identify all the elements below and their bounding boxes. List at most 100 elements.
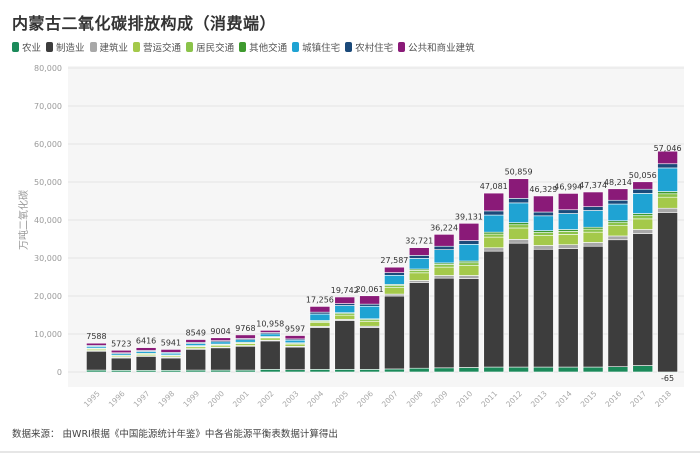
bar-segment[interactable] (582, 366, 604, 373)
bar-segment[interactable] (259, 369, 281, 373)
bar-segment[interactable] (408, 258, 430, 270)
bar-segment[interactable] (557, 366, 579, 373)
bar-segment[interactable] (607, 203, 629, 222)
bar-segment[interactable] (557, 244, 579, 249)
bar-segment[interactable] (483, 210, 505, 216)
bar-segment[interactable] (309, 327, 331, 370)
bar-segment[interactable] (533, 232, 554, 236)
bar-segment[interactable] (582, 245, 604, 368)
bar-segment[interactable] (384, 368, 405, 373)
bar-segment[interactable] (657, 212, 678, 373)
bar-segment[interactable] (607, 225, 629, 237)
bar-segment[interactable] (359, 295, 380, 305)
bar-segment[interactable] (458, 240, 480, 245)
bar-segment[interactable] (359, 303, 380, 307)
bar-segment[interactable] (508, 239, 529, 244)
bar-segment[interactable] (632, 213, 654, 216)
bar-segment[interactable] (483, 366, 505, 373)
bar-segment[interactable] (508, 178, 529, 199)
bar-segment[interactable] (508, 242, 529, 368)
bar-segment[interactable] (235, 339, 256, 343)
bar-segment[interactable] (533, 366, 554, 373)
bar-segment[interactable] (259, 333, 281, 337)
bar-segment[interactable] (557, 193, 579, 211)
bar-segment[interactable] (508, 222, 529, 226)
bar-segment[interactable] (657, 167, 678, 192)
bar-segment[interactable] (632, 233, 654, 366)
bar-segment[interactable] (284, 369, 306, 373)
bar-segment[interactable] (309, 306, 331, 313)
bar-segment[interactable] (458, 367, 480, 373)
bar-segment[interactable] (458, 275, 480, 279)
bar-segment[interactable] (284, 346, 306, 371)
bar-segment[interactable] (533, 211, 554, 217)
bar-segment[interactable] (210, 347, 231, 371)
bar-segment[interactable] (334, 296, 356, 304)
bar-segment[interactable] (582, 231, 604, 243)
bar-segment[interactable] (135, 347, 157, 351)
bar-segment[interactable] (110, 349, 132, 354)
bar-segment[interactable] (508, 198, 529, 204)
bar-segment[interactable] (408, 367, 430, 373)
bar-segment[interactable] (533, 235, 554, 246)
bar-segment[interactable] (557, 234, 579, 246)
bar-segment[interactable] (632, 188, 654, 194)
bar-segment[interactable] (334, 369, 356, 373)
bar-segment[interactable] (309, 322, 331, 327)
bar-segment[interactable] (384, 295, 405, 370)
bar-segment[interactable] (508, 366, 529, 373)
bar-segment[interactable] (384, 274, 405, 285)
bar-segment[interactable] (533, 215, 554, 231)
bar-segment[interactable] (533, 248, 554, 368)
bar-segment[interactable] (110, 357, 132, 371)
bar-segment[interactable] (632, 218, 654, 230)
bar-segment[interactable] (160, 357, 182, 371)
legend-item[interactable]: 城镇住宅 (292, 40, 340, 54)
bar-segment[interactable] (458, 223, 480, 241)
bar-segment[interactable] (533, 195, 554, 213)
legend-item[interactable]: 公共和商业建筑 (398, 40, 475, 54)
bar-segment[interactable] (185, 343, 207, 346)
bar-segment[interactable] (557, 248, 579, 368)
bar-segment[interactable] (284, 339, 306, 344)
bar-segment[interactable] (284, 335, 306, 340)
bar-segment[interactable] (433, 249, 455, 264)
bar-segment[interactable] (235, 334, 256, 339)
bar-segment[interactable] (607, 188, 629, 201)
bar-segment[interactable] (259, 330, 281, 333)
bar-segment[interactable] (582, 206, 604, 211)
bar-segment[interactable] (160, 349, 182, 353)
bar-segment[interactable] (607, 235, 629, 241)
bar-segment[interactable] (632, 181, 654, 190)
bar-segment[interactable] (309, 369, 331, 373)
bar-segment[interactable] (458, 265, 480, 276)
bar-segment[interactable] (483, 214, 505, 233)
bar-segment[interactable] (582, 210, 604, 228)
bar-segment[interactable] (408, 270, 430, 274)
bar-segment[interactable] (433, 275, 455, 279)
legend-item[interactable]: 农村住宅 (345, 40, 393, 54)
bar-segment[interactable] (508, 224, 529, 229)
bar-segment[interactable] (334, 314, 356, 320)
bar-segment[interactable] (607, 199, 629, 205)
bar-segment[interactable] (384, 266, 405, 273)
bar-segment[interactable] (384, 285, 405, 288)
bar-segment[interactable] (408, 272, 430, 281)
bar-segment[interactable] (557, 231, 579, 235)
bar-segment[interactable] (607, 222, 629, 227)
bar-segment[interactable] (433, 245, 455, 250)
bar-segment[interactable] (483, 192, 505, 212)
bar-segment[interactable] (259, 337, 281, 341)
bar-segment[interactable] (483, 250, 505, 368)
bar-segment[interactable] (607, 239, 629, 367)
bar-segment[interactable] (210, 341, 231, 345)
bar-segment[interactable] (657, 207, 678, 213)
bar-segment[interactable] (458, 244, 480, 262)
bar-segment[interactable] (657, 150, 678, 165)
bar-segment[interactable] (508, 202, 529, 223)
bar-segment[interactable] (483, 247, 505, 252)
bar-segment[interactable] (483, 236, 505, 249)
bar-segment[interactable] (632, 193, 654, 214)
bar-segment[interactable] (582, 228, 604, 233)
bar-segment[interactable] (359, 369, 380, 373)
